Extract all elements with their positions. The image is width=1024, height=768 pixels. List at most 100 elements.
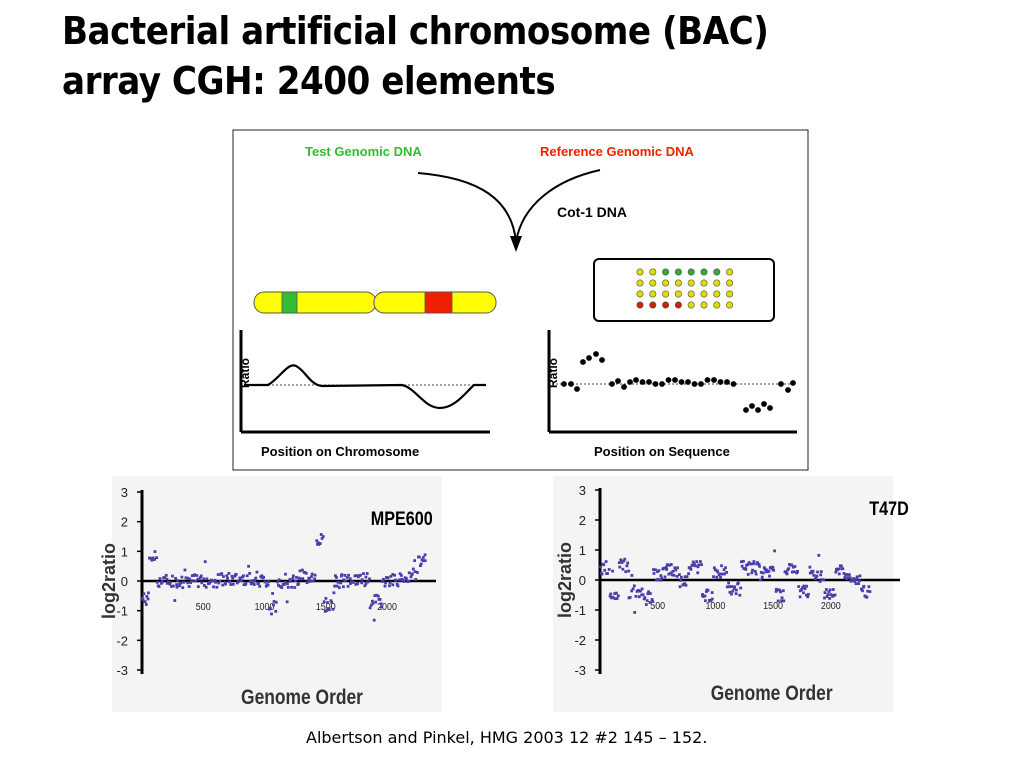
data-point: [699, 560, 702, 563]
data-point: [793, 565, 797, 568]
data-point: [213, 578, 217, 582]
data-point: [854, 578, 858, 581]
data-point: [739, 586, 743, 590]
data-point: [414, 578, 418, 581]
data-point: [379, 602, 383, 606]
data-point: [618, 565, 622, 569]
data-point: [619, 558, 623, 562]
data-point: [630, 589, 634, 593]
data-point: [750, 571, 754, 575]
data-point: [782, 599, 786, 603]
data-point: [319, 533, 323, 536]
data-point: [276, 580, 279, 584]
data-point: [759, 578, 762, 582]
array-spot: [726, 290, 734, 298]
data-point: [336, 580, 340, 584]
right-plot-points: [561, 351, 796, 413]
data-point: [264, 584, 268, 588]
data-point: [193, 573, 196, 577]
data-point: [180, 575, 184, 579]
data-point: [820, 578, 824, 582]
data-point: [652, 568, 655, 571]
data-point: [657, 569, 661, 572]
ratio-point: [621, 384, 627, 390]
array-spot: [700, 290, 708, 298]
data-point: [696, 571, 700, 575]
data-point: [837, 572, 841, 576]
data-point: [175, 583, 179, 587]
array-spot: [687, 268, 695, 276]
data-point: [160, 581, 163, 585]
data-point: [393, 573, 396, 577]
data-point: [752, 562, 755, 566]
data-point: [229, 583, 233, 586]
data-point: [313, 573, 317, 577]
data-point: [805, 584, 808, 588]
data-point: [724, 566, 727, 570]
microarray-chip: [593, 258, 775, 322]
chart-title: T47D: [869, 498, 908, 520]
data-point: [238, 577, 242, 580]
data-point: [680, 575, 683, 579]
data-point: [746, 572, 750, 576]
data-point: [356, 582, 360, 586]
data-point: [161, 580, 165, 584]
y-tick-label: 1: [579, 543, 586, 558]
ratio-point: [698, 381, 704, 387]
data-point: [368, 577, 371, 581]
data-point: [781, 589, 785, 593]
data-point: [664, 565, 668, 569]
data-point: [368, 606, 372, 610]
y-tick-label: -3: [574, 663, 586, 678]
data-point: [208, 581, 212, 585]
data-point: [822, 578, 826, 582]
data-point: [303, 571, 307, 574]
data-point: [150, 558, 154, 562]
data-point: [391, 573, 395, 576]
data-point: [665, 568, 669, 571]
data-point: [301, 577, 305, 581]
data-point: [691, 563, 694, 567]
data-point: [648, 592, 652, 595]
data-point: [727, 581, 731, 585]
data-point: [803, 587, 807, 591]
data-point: [790, 563, 794, 567]
data-point: [163, 576, 167, 579]
left-plot-ylabel: Ratio: [238, 358, 252, 388]
data-point: [396, 584, 400, 588]
data-point: [641, 593, 645, 597]
data-point: [249, 582, 253, 586]
data-point: [143, 600, 147, 604]
chart-background: [553, 476, 893, 712]
data-point: [195, 574, 199, 577]
t47d-chart: 3 2 1 0 -1 -2 -3 500 1000 1500 2000 T47D Genome Orde…: [553, 476, 909, 712]
data-point: [858, 574, 862, 578]
data-point: [151, 556, 155, 560]
data-point: [284, 572, 287, 576]
array-spot: [649, 279, 657, 287]
data-point: [747, 561, 751, 564]
page-title-line-1: Bacterial artificial chromosome (BAC): [62, 9, 769, 53]
data-point: [652, 572, 656, 575]
data-point: [277, 584, 280, 587]
array-spot: [662, 301, 670, 309]
data-point: [310, 572, 314, 576]
data-point: [684, 583, 688, 587]
data-point: [170, 585, 173, 588]
data-point: [604, 560, 608, 563]
data-point: [364, 582, 368, 586]
data-point: [603, 568, 607, 572]
data-point: [141, 596, 144, 600]
data-point: [683, 575, 687, 579]
data-point: [172, 584, 175, 588]
data-point: [274, 609, 278, 613]
ratio-point: [652, 381, 659, 387]
data-point: [654, 568, 657, 572]
data-point: [196, 577, 200, 581]
data-point: [141, 598, 145, 601]
data-point: [353, 574, 357, 578]
data-point: [250, 579, 254, 583]
data-point: [727, 585, 731, 589]
data-point: [834, 570, 838, 574]
data-point: [320, 537, 324, 540]
